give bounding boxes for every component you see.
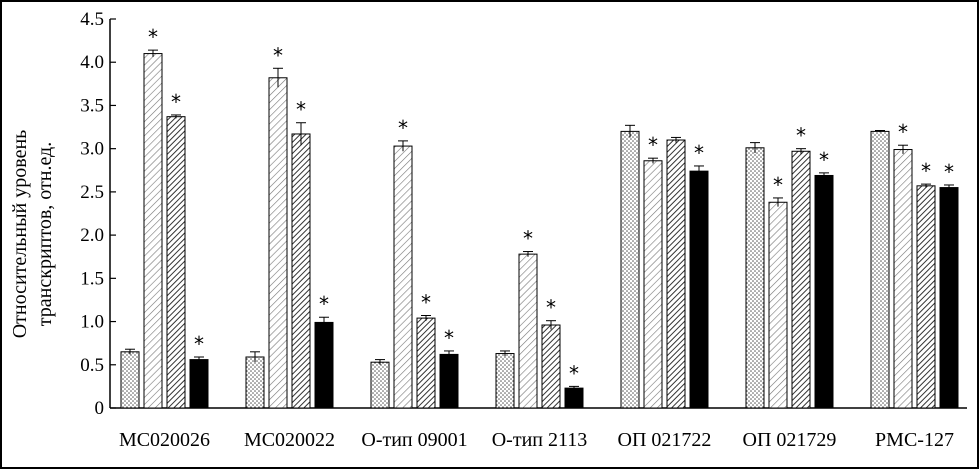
bars-group (120, 49, 959, 409)
bar (689, 170, 709, 409)
significance-star: * (444, 326, 454, 350)
bar (541, 324, 561, 409)
y-tick-label: 0 (95, 398, 105, 419)
y-axis-title-line1: Относительный уровень (9, 130, 31, 339)
significance-star: * (148, 25, 158, 49)
y-tick-label: 4.5 (80, 9, 104, 30)
y-tick-label: 3.5 (80, 95, 104, 116)
bar (291, 133, 311, 409)
y-tick-label: 3.0 (80, 139, 104, 160)
significance-star: * (898, 120, 908, 144)
bar (143, 53, 163, 409)
significance-star: * (921, 159, 931, 183)
significance-star: * (819, 148, 829, 172)
x-category-label: ОП 021722 (618, 429, 712, 451)
bar (768, 201, 788, 409)
x-category-label: МС020022 (244, 429, 335, 451)
significance-star: * (421, 291, 431, 315)
bar (439, 353, 459, 409)
significance-star: * (796, 124, 806, 148)
significance-star: * (773, 173, 783, 197)
bar (939, 187, 959, 409)
bar (120, 351, 140, 409)
y-tick-label: 2.0 (80, 225, 104, 246)
bar (166, 116, 186, 409)
axes (109, 18, 967, 409)
bar (745, 147, 765, 409)
y-tick-label: 1.0 (80, 312, 104, 333)
bar (620, 130, 640, 409)
bar (245, 356, 265, 409)
x-category-label: О-тип 09001 (361, 429, 467, 451)
x-category-label: ОП 021729 (743, 429, 837, 451)
y-tick-label: 4.0 (80, 52, 104, 73)
bar (370, 361, 390, 409)
bar (314, 321, 334, 409)
y-axis-title-line2: транскриптов, отн.ед. (34, 142, 56, 326)
y-tick-label: 0.5 (80, 355, 104, 376)
bar (814, 174, 834, 409)
bar (518, 253, 538, 409)
significance-star: * (171, 90, 181, 114)
significance-star: * (546, 296, 556, 320)
significance-star: * (296, 98, 306, 122)
bar (393, 145, 413, 409)
x-category-label: МС020026 (119, 429, 210, 451)
significance-star: * (944, 160, 954, 184)
significance-star: * (194, 332, 204, 356)
y-tick-label: 2.5 (80, 182, 104, 203)
significance-star: * (273, 43, 283, 67)
x-category-label: РМС-127 (875, 429, 954, 451)
significance-star: * (648, 133, 658, 157)
significance-star: * (523, 227, 533, 251)
bar (495, 353, 515, 409)
bar (916, 185, 936, 409)
bar (268, 77, 288, 409)
y-tick-label: 1.5 (80, 268, 104, 289)
bar (893, 149, 913, 409)
labels-group: 0 0.5 1.0 1.5 2.0 2.5 3.0 3.5 4.0 4.5 * * * МС020026 *… (80, 9, 954, 451)
significance-star: * (569, 361, 579, 385)
x-category-label: О-тип 2113 (492, 429, 588, 451)
bar (189, 359, 209, 409)
bar (416, 317, 436, 409)
significance-star: * (694, 141, 704, 165)
bar (643, 160, 663, 409)
bar (564, 387, 584, 409)
bar (666, 139, 686, 409)
bar (870, 130, 890, 409)
significance-star: * (319, 292, 329, 316)
bar (791, 150, 811, 409)
significance-star: * (398, 116, 408, 140)
